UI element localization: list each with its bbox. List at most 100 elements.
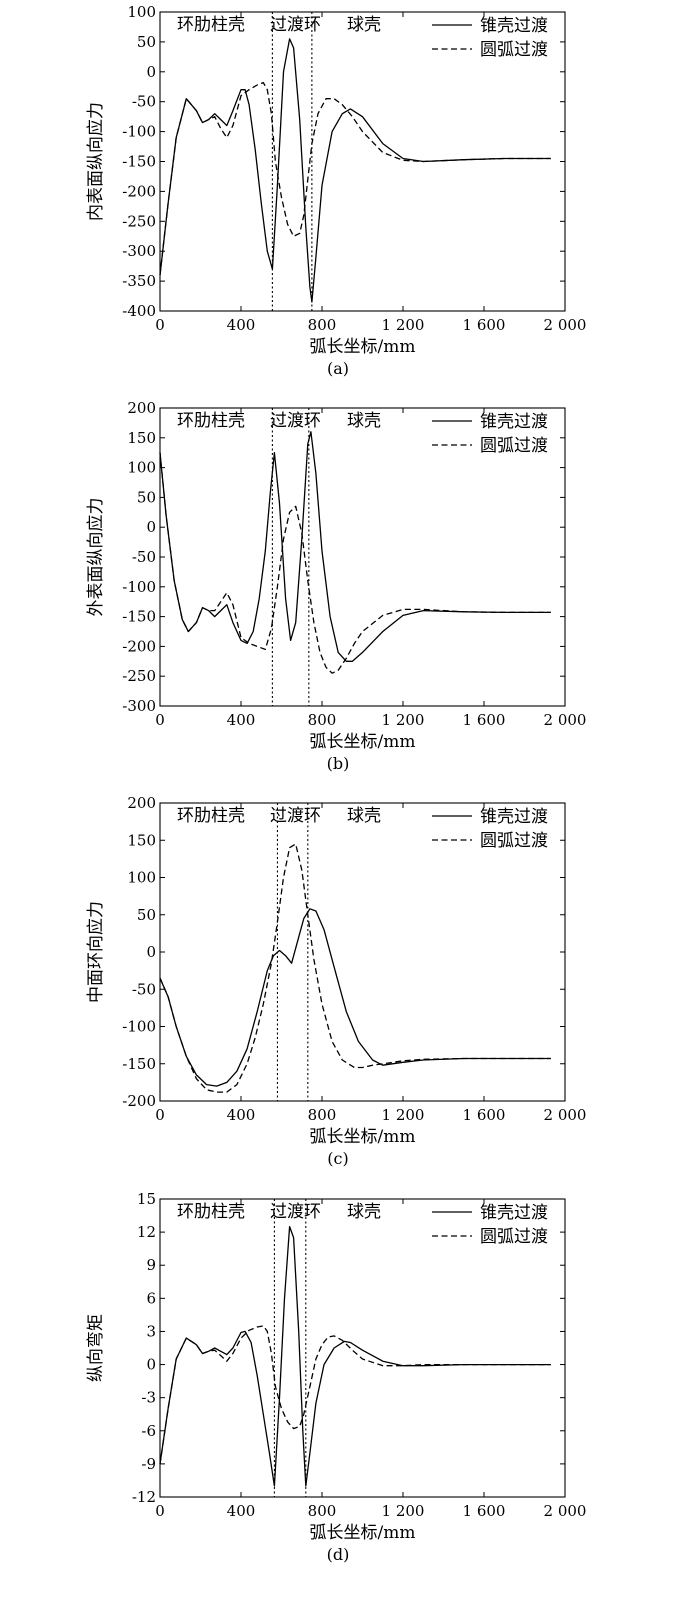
- y-tick-label: 50: [137, 488, 156, 506]
- x-tick-label: 400: [227, 711, 256, 729]
- chart-panel-3: 0 400 800 1 200 1 600 2 000 -200 -150 -100 -50 0 50…: [86, 794, 586, 1168]
- chart-panel-1: 0 400 800 1 200 1 600 2 000 -400 -350 -300 -250 -2…: [86, 3, 586, 378]
- y-tick-label: -300: [122, 242, 156, 260]
- region-label: 球壳: [347, 1202, 381, 1222]
- y-tick-label: 0: [146, 943, 156, 961]
- y-tick-label: 150: [127, 831, 156, 849]
- x-tick-label: 800: [308, 1502, 337, 1520]
- y-tick-label: -250: [122, 212, 156, 230]
- x-tick-label: 1 600: [463, 316, 506, 334]
- series-line-arc: [159, 81, 551, 276]
- y-tick-label: -50: [132, 93, 156, 111]
- legend-label: 锥壳过渡: [480, 1203, 548, 1223]
- panel-label: (b): [327, 754, 350, 773]
- y-tick-label: 50: [137, 33, 156, 51]
- x-tick-label: 400: [227, 1106, 256, 1124]
- region-label: 过渡环: [270, 1202, 321, 1222]
- region-label: 环肋柱壳: [177, 15, 245, 35]
- panel-label: (c): [327, 1149, 348, 1168]
- y-tick-label: -400: [122, 302, 156, 320]
- y-tick-label: 3: [146, 1322, 156, 1340]
- chart-panel-2: 0 400 800 1 200 1 600 2 000 -300 -250 -200 -150 -1…: [86, 399, 586, 773]
- series-line-cone: [159, 38, 551, 303]
- x-tick-label: 1 200: [382, 711, 425, 729]
- legend-label: 圆弧过渡: [480, 436, 548, 456]
- y-axis-label: 中面环向应力: [86, 901, 106, 1003]
- series-line-cone: [159, 908, 551, 1087]
- y-tick-label: -150: [122, 608, 156, 626]
- y-tick-label: 100: [127, 459, 156, 477]
- y-tick-label: 0: [146, 518, 156, 536]
- y-tick-label: -250: [122, 667, 156, 685]
- panel-label: (d): [327, 1545, 350, 1564]
- series-line-cone: [159, 431, 551, 662]
- y-tick-label: -50: [132, 980, 156, 998]
- y-tick-label: -50: [132, 548, 156, 566]
- x-tick-label: 800: [308, 316, 337, 334]
- x-tick-label: 2 000: [544, 1502, 587, 1520]
- y-tick-label: 100: [127, 3, 156, 21]
- y-tick-label: -200: [122, 1092, 156, 1110]
- y-tick-label: -12: [132, 1488, 156, 1506]
- y-tick-label: 50: [137, 906, 156, 924]
- x-axis-label: 弧长坐标/mm: [310, 1127, 416, 1147]
- region-label: 过渡环: [270, 15, 321, 35]
- legend-label: 锥壳过渡: [480, 412, 548, 432]
- x-tick-label: 2 000: [544, 316, 587, 334]
- y-tick-label: -350: [122, 272, 156, 290]
- y-tick-label: 0: [146, 63, 156, 81]
- legend-label: 圆弧过渡: [480, 1227, 548, 1247]
- y-tick-label: -6: [141, 1422, 156, 1440]
- y-tick-label: -100: [122, 578, 156, 596]
- y-axis-label: 内表面纵向应力: [86, 102, 106, 221]
- x-tick-label: 0: [155, 1502, 165, 1520]
- legend-label: 圆弧过渡: [480, 831, 548, 851]
- y-tick-label: -100: [122, 123, 156, 141]
- x-axis-label: 弧长坐标/mm: [310, 1523, 416, 1543]
- y-tick-label: -200: [122, 637, 156, 655]
- y-tick-label: 15: [137, 1190, 156, 1208]
- y-tick-label: 0: [146, 1356, 156, 1374]
- x-tick-label: 2 000: [544, 711, 587, 729]
- y-tick-label: 200: [127, 399, 156, 417]
- x-axis-label: 弧长坐标/mm: [310, 337, 416, 357]
- y-tick-label: -3: [141, 1389, 156, 1407]
- legend-label: 锥壳过渡: [480, 807, 548, 827]
- region-label: 球壳: [347, 806, 381, 826]
- x-axis-label: 弧长坐标/mm: [310, 732, 416, 752]
- x-tick-label: 1 200: [382, 1106, 425, 1124]
- region-label: 过渡环: [270, 411, 321, 431]
- y-tick-label: -9: [141, 1455, 156, 1473]
- x-tick-label: 1 600: [463, 1502, 506, 1520]
- region-label: 球壳: [347, 15, 381, 35]
- y-tick-label: -150: [122, 1055, 156, 1073]
- legend-label: 锥壳过渡: [480, 16, 548, 36]
- region-label: 环肋柱壳: [177, 806, 245, 826]
- y-axis-label: 外表面纵向应力: [86, 498, 106, 617]
- y-tick-label: 12: [137, 1223, 156, 1241]
- series-line-arc: [159, 843, 551, 1093]
- y-tick-label: -300: [122, 697, 156, 715]
- x-tick-label: 0: [155, 711, 165, 729]
- y-tick-label: 9: [146, 1256, 156, 1274]
- y-tick-label: 150: [127, 429, 156, 447]
- x-tick-label: 400: [227, 316, 256, 334]
- series-line-arc: [159, 1325, 551, 1464]
- y-tick-label: 200: [127, 794, 156, 812]
- series-line-arc: [159, 452, 551, 674]
- panel-label: (a): [327, 359, 349, 378]
- y-tick-label: 100: [127, 869, 156, 887]
- x-tick-label: 400: [227, 1502, 256, 1520]
- x-tick-label: 1 600: [463, 1106, 506, 1124]
- region-label: 球壳: [347, 411, 381, 431]
- x-tick-label: 0: [155, 1106, 165, 1124]
- chart-panel-4: 0 400 800 1 200 1 600 2 000 -12 -9 -6 -3 0 3 6 9 12 15 环…: [86, 1190, 586, 1564]
- plot-frame: [159, 1198, 566, 1498]
- x-tick-label: 0: [155, 316, 165, 334]
- x-tick-label: 1 600: [463, 711, 506, 729]
- y-tick-label: 6: [146, 1289, 156, 1307]
- x-tick-label: 800: [308, 1106, 337, 1124]
- series-line-cone: [159, 1225, 551, 1487]
- region-label: 过渡环: [270, 806, 321, 826]
- legend-label: 圆弧过渡: [480, 40, 548, 60]
